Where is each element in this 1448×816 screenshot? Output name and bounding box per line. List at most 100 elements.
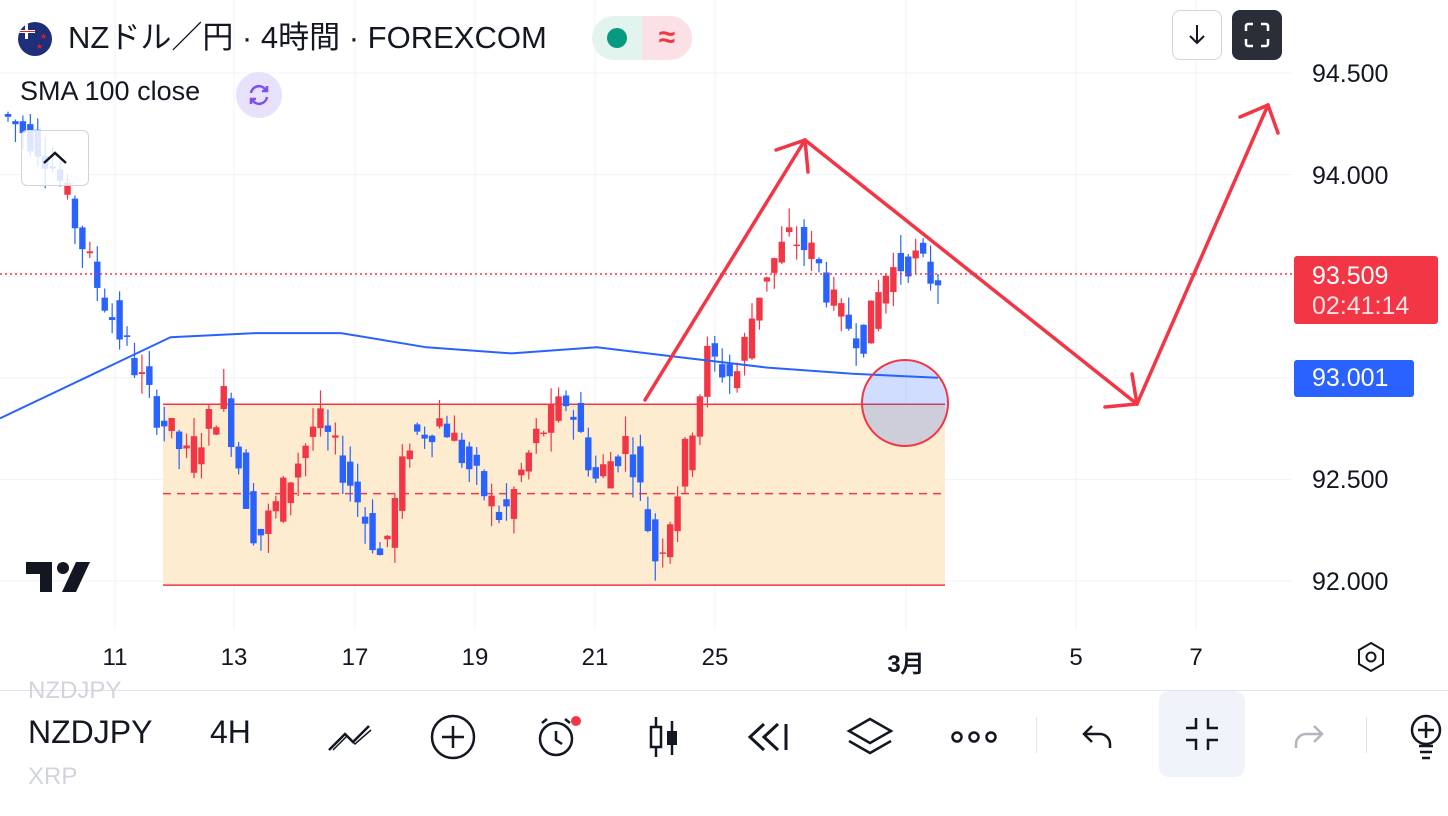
- candle-body: [451, 432, 458, 441]
- candle-body: [116, 300, 123, 340]
- candle-body: [867, 300, 875, 344]
- candle-body: [577, 402, 585, 432]
- alert-clock-icon[interactable]: [529, 709, 585, 765]
- collapse-legend-button[interactable]: [21, 130, 89, 186]
- candle-body: [748, 318, 756, 359]
- price-tick: 92.000: [1312, 568, 1389, 596]
- candle-body: [12, 121, 19, 125]
- market-open-dot-icon: [607, 28, 627, 48]
- candle-body: [138, 372, 146, 375]
- candle-body: [466, 446, 473, 470]
- toolbar-divider: [1036, 717, 1037, 753]
- candle-body: [235, 446, 242, 469]
- arrow-head-3: [1238, 103, 1280, 135]
- more-icon[interactable]: [946, 709, 1002, 765]
- candle-body: [533, 428, 540, 444]
- candle-body: [830, 289, 838, 306]
- candle-body: [280, 477, 287, 522]
- arrow-down: [803, 138, 1139, 406]
- candle-body: [131, 357, 138, 376]
- candle-body: [19, 121, 27, 134]
- candle-body: [213, 427, 220, 435]
- candle-body: [659, 552, 666, 554]
- candle-body: [585, 437, 592, 471]
- status-pill[interactable]: ≈: [592, 16, 692, 60]
- candle-body: [443, 423, 451, 438]
- interval-selector[interactable]: 4H: [210, 714, 251, 750]
- candle-body: [272, 501, 280, 512]
- candle-body: [838, 303, 845, 317]
- candle-body: [875, 292, 882, 329]
- candle-body: [228, 398, 235, 448]
- candle-body: [927, 261, 934, 284]
- download-button[interactable]: [1172, 10, 1222, 60]
- candle-body: [845, 314, 852, 329]
- arrow-up-left: [643, 138, 807, 402]
- undo-icon[interactable]: [1070, 709, 1126, 765]
- candle-body: [480, 471, 488, 497]
- arrow-up-right: [1135, 103, 1270, 406]
- candle-body: [242, 452, 250, 509]
- add-icon[interactable]: [425, 709, 481, 765]
- candle-body: [666, 524, 674, 558]
- axis-settings-button[interactable]: [1352, 638, 1390, 676]
- bottom-toolbar: NZDJPY XRP NZDJPY 4H: [0, 677, 1448, 816]
- candle-body: [741, 336, 748, 361]
- candle-body: [161, 420, 168, 427]
- candle-body: [525, 452, 532, 472]
- drawing-tools-icon[interactable]: [322, 709, 378, 765]
- candle-body: [882, 275, 890, 304]
- tradingview-logo[interactable]: [26, 560, 92, 599]
- candle-body: [146, 366, 153, 385]
- price-chart[interactable]: [0, 0, 1448, 690]
- redo-icon[interactable]: [1280, 709, 1336, 765]
- candle-body: [555, 396, 562, 421]
- candle-body: [406, 450, 413, 460]
- candle-body: [934, 280, 942, 286]
- candle-body: [800, 226, 808, 251]
- indicator-label[interactable]: SMA 100 close: [20, 76, 201, 106]
- candle-body: [198, 447, 205, 465]
- candle-body: [919, 242, 927, 254]
- time-tick: 25: [701, 644, 729, 671]
- candle-body: [503, 499, 510, 507]
- candle-body: [860, 324, 867, 354]
- candles: [4, 111, 942, 581]
- candle-body: [94, 261, 101, 288]
- symbol-title[interactable]: NZドル／円 · 4時間 · FOREXCOM: [68, 20, 547, 55]
- candle-body: [689, 435, 696, 471]
- candle-body: [786, 227, 793, 233]
- candle-body: [793, 244, 800, 247]
- minimize-icon: [1186, 718, 1218, 750]
- candle-body: [108, 317, 116, 321]
- layers-icon[interactable]: [842, 709, 898, 765]
- time-tick: 5: [1069, 644, 1083, 671]
- idea-bulb-icon[interactable]: [1398, 709, 1448, 765]
- candle-body: [726, 364, 733, 377]
- candle-body: [4, 113, 12, 117]
- candle-body: [414, 424, 421, 432]
- replay-icon[interactable]: [738, 709, 794, 765]
- candle-body: [265, 510, 272, 535]
- candle-body: [302, 445, 309, 459]
- candle-body: [614, 456, 622, 467]
- candle-body: [815, 259, 823, 264]
- candle-body: [912, 250, 919, 259]
- highlight-circle: [861, 359, 949, 447]
- price-tick: 94.000: [1312, 162, 1389, 190]
- download-arrow-icon: [1189, 25, 1205, 45]
- candle-body: [421, 434, 428, 439]
- candle-body: [733, 371, 741, 389]
- candle-body: [622, 436, 629, 455]
- last-price: 93.509: [1312, 262, 1389, 290]
- refresh-icon[interactable]: [236, 72, 282, 118]
- symbol-selector[interactable]: NZDJPY: [28, 714, 153, 750]
- candle-body: [250, 491, 257, 544]
- minimize-button[interactable]: [1159, 691, 1245, 777]
- candle-body: [778, 241, 785, 263]
- candlestick-icon[interactable]: [636, 709, 692, 765]
- candle-body: [719, 364, 726, 378]
- sma-line: [0, 332, 939, 420]
- fullscreen-button[interactable]: [1232, 10, 1282, 60]
- time-tick: 7: [1189, 644, 1203, 671]
